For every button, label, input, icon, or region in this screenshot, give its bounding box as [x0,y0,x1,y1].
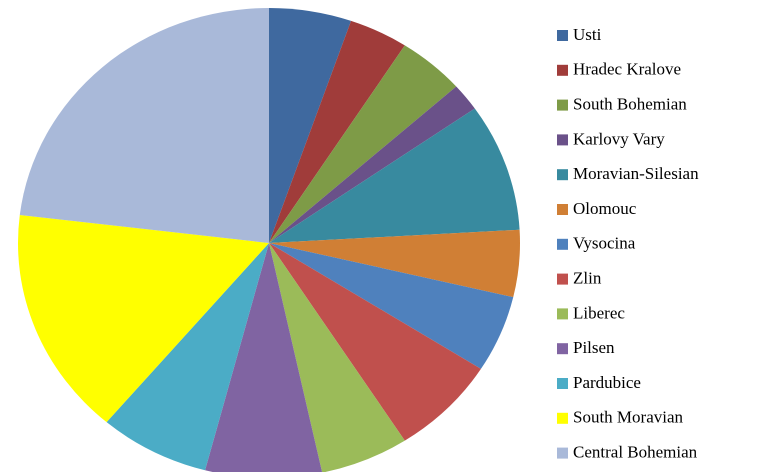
legend-label: Pilsen [573,338,615,357]
legend-swatch [557,308,568,320]
pie-slice [19,8,269,243]
legend-swatch [557,343,568,355]
legend-label: Olomouc [573,199,637,218]
pie-slice [269,45,457,243]
legend-label: Pardubice [573,373,641,392]
legend-swatch [557,134,568,146]
legend-swatch [557,273,568,285]
legend-label: Usti [573,25,602,44]
legend-swatch [557,169,568,181]
legend-label: Moravian-Silesian [573,164,699,183]
legend-label: Hradec Kralove [573,60,681,79]
pie-slice [106,243,269,471]
pie-slice [269,229,521,298]
pie-slice [269,243,405,472]
pie-slice [18,215,270,423]
legend-swatch [557,64,568,76]
legend-swatch [557,412,568,424]
pie-slice [269,243,514,369]
pie-slice [269,86,475,243]
pie-slice [269,108,520,243]
legend-swatch [557,447,568,459]
pie-slice [269,243,481,441]
legend-label: Liberec [573,303,625,322]
legend-swatch [557,99,568,111]
legend-label: Vysocina [573,234,636,253]
legend-label: Central Bohemian [573,443,698,462]
pie-slice [269,8,352,243]
pie-slice [205,243,323,472]
legend-swatch [557,204,568,215]
legend-label: South Bohemian [573,95,687,114]
legend-swatch [557,238,568,250]
legend-swatch [557,30,568,41]
legend-label: Karlovy Vary [573,129,665,148]
legend-label: Zlin [573,269,602,288]
pie-slice [269,20,405,244]
legend-swatch [557,378,568,389]
legend-label: South Moravian [573,408,684,427]
